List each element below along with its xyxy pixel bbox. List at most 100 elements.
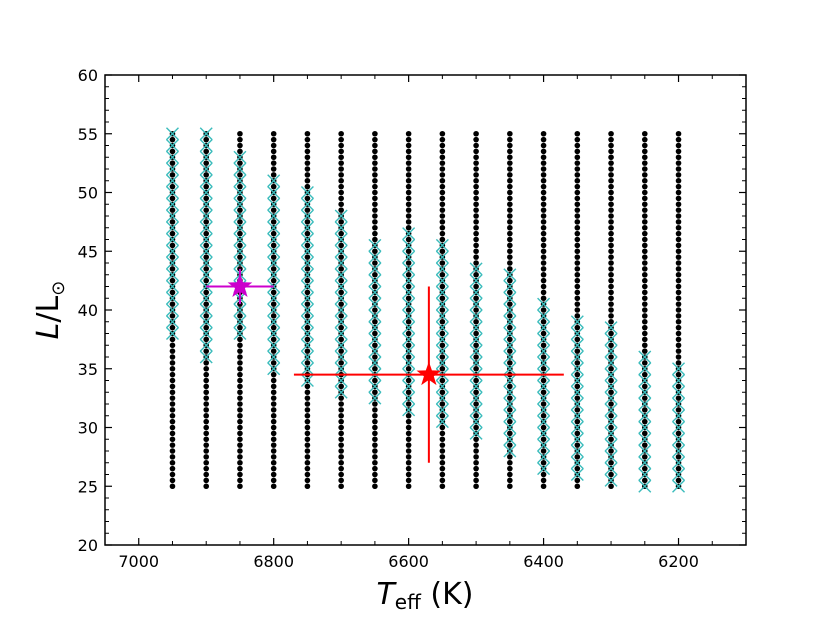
grid-point [405, 201, 412, 208]
grid-point [203, 389, 210, 396]
grid-point [372, 183, 378, 190]
grid-point [574, 289, 581, 296]
accepted-model-marker [402, 332, 416, 346]
grid-point [675, 354, 682, 360]
grid-point [270, 442, 277, 448]
grid-point [203, 424, 210, 431]
grid-point [540, 166, 547, 172]
grid-point [439, 130, 446, 137]
accepted-model-marker [402, 391, 416, 405]
grid-point [540, 389, 547, 396]
grid-point [507, 483, 513, 490]
grid-point [439, 230, 446, 237]
grid-point [641, 254, 648, 260]
accepted-model-marker [435, 250, 449, 264]
accepted-model-marker [300, 256, 314, 270]
grid-point [237, 471, 243, 478]
grid-point [574, 213, 581, 219]
grid-point [270, 160, 277, 166]
accepted-model-marker [267, 315, 281, 329]
grid-point [439, 401, 446, 407]
grid-point [574, 172, 581, 178]
grid-point [169, 242, 176, 249]
grid-point [405, 365, 412, 372]
grid-point [473, 166, 479, 172]
accepted-model-marker [300, 268, 314, 282]
grid-point [675, 407, 682, 413]
grid-point [439, 219, 446, 225]
grid-point [641, 224, 648, 231]
grid-point [608, 412, 614, 419]
grid-point [304, 430, 311, 437]
grid-point [675, 148, 682, 155]
grid-point [169, 354, 176, 360]
grid-point [203, 459, 210, 466]
accepted-model-marker [402, 285, 416, 299]
grid-point [439, 195, 446, 202]
grid-point [237, 336, 243, 343]
accepted-model-marker [165, 209, 179, 223]
accepted-model-marker [334, 303, 348, 317]
grid-point [270, 401, 277, 407]
grid-point [675, 277, 682, 284]
accepted-model-marker [334, 280, 348, 293]
accepted-model-marker [233, 174, 247, 188]
grid-point [574, 371, 581, 378]
grid-point [203, 242, 210, 249]
grid-point [439, 236, 446, 243]
grid-point [574, 142, 581, 149]
grid-point [304, 313, 311, 319]
grid-point [237, 354, 243, 360]
accepted-model-marker [199, 303, 213, 317]
accepted-model-marker [503, 350, 517, 364]
grid-point [608, 136, 614, 143]
grid-point [507, 130, 513, 137]
accepted-model-marker [199, 244, 213, 258]
accepted-model-marker [199, 233, 213, 246]
grid-point [675, 465, 682, 472]
accepted-model-marker [537, 450, 551, 464]
grid-point [675, 219, 682, 225]
grid-point [338, 230, 344, 237]
grid-point [237, 172, 243, 178]
grid-point [641, 348, 648, 354]
grid-point [372, 172, 378, 178]
accepted-model-marker [435, 415, 449, 429]
grid-point [675, 395, 682, 401]
grid-point [641, 477, 648, 484]
grid-point [203, 401, 210, 407]
grid-point [507, 395, 513, 401]
grid-point [405, 248, 412, 255]
grid-point [203, 183, 210, 190]
grid-point [304, 142, 311, 149]
grid-point [304, 395, 311, 401]
grid-point [237, 377, 243, 384]
grid-point [270, 242, 277, 249]
grid-point [372, 424, 378, 431]
grid-point [203, 136, 210, 143]
grid-point [203, 324, 210, 331]
grid-point [338, 459, 344, 466]
accepted-model-marker [435, 356, 449, 370]
grid-point [574, 407, 581, 413]
grid-point [608, 354, 614, 360]
grid-point [473, 342, 479, 349]
accepted-model-marker [334, 221, 348, 235]
grid-point [237, 142, 243, 149]
grid-point [675, 430, 682, 437]
grid-point [405, 177, 412, 184]
grid-point [675, 230, 682, 237]
grid-point [169, 454, 176, 460]
accepted-model-marker [165, 139, 179, 152]
grid-point [169, 148, 176, 155]
grid-point [169, 219, 176, 225]
grid-point [641, 166, 648, 172]
accepted-model-marker [402, 379, 416, 393]
grid-point [507, 142, 513, 149]
grid-point [608, 342, 614, 349]
accepted-model-marker [199, 209, 213, 223]
grid-point [608, 283, 614, 290]
grid-point [372, 213, 378, 219]
grid-point [338, 424, 344, 431]
